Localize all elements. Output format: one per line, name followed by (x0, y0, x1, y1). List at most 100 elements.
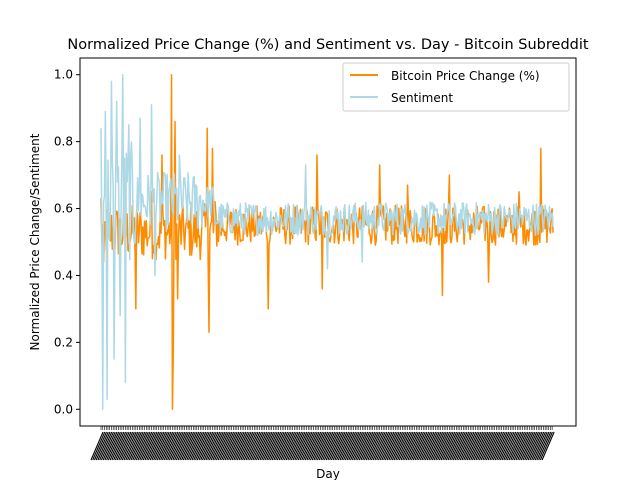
x-tick-label (315, 431, 329, 461)
x-tick-label (503, 431, 517, 461)
x-tick-label (275, 431, 289, 461)
plot-frame (79, 57, 577, 427)
x-tick-label (339, 431, 353, 461)
x-tick-label (487, 431, 501, 461)
x-tick-label (111, 431, 125, 461)
x-tick-label (154, 431, 168, 461)
x-tick-label (518, 431, 532, 461)
chart-title: Normalized Price Change (%) and Sentimen… (67, 37, 588, 53)
x-tick-label (322, 431, 336, 461)
x-tick-label (363, 431, 377, 461)
x-tick-label (398, 431, 412, 461)
x-tick-label (245, 431, 259, 461)
x-tick-label (189, 431, 203, 461)
y-axis-label: Normalized Price Change/Sentiment (28, 133, 42, 350)
x-tick-label (414, 431, 428, 461)
x-tick-label (491, 431, 505, 461)
x-tick-label (498, 431, 512, 461)
x-tick-label (341, 431, 355, 461)
x-tick-label (289, 431, 303, 461)
x-tick-label (454, 431, 468, 461)
x-tick-label (127, 431, 141, 461)
x-tick-label (200, 431, 214, 461)
x-tick-label (269, 431, 283, 461)
x-tick-label (355, 431, 369, 461)
x-tick-label (379, 431, 393, 461)
x-tick-label (370, 431, 384, 461)
x-tick-label (271, 431, 285, 461)
x-tick-label (515, 431, 529, 461)
x-tick-label (215, 431, 229, 461)
x-tick-label (257, 431, 271, 461)
x-tick-label (198, 431, 212, 461)
x-tick-label (285, 431, 299, 461)
x-tick-label (475, 431, 489, 461)
x-tick-label (393, 431, 407, 461)
x-tick-label (224, 431, 238, 461)
x-tick-label (517, 431, 531, 461)
x-tick-label (290, 431, 304, 461)
y-tick-label-4: 0.8 (54, 135, 73, 149)
x-tick-label (229, 431, 243, 461)
x-tick-label (327, 431, 341, 461)
x-tick-label (376, 431, 390, 461)
x-tick-label (532, 431, 546, 461)
x-tick-label (160, 431, 174, 461)
x-tick-label (464, 431, 478, 461)
x-tick-label (438, 431, 452, 461)
x-tick-label (485, 431, 499, 461)
x-tick-label (210, 431, 224, 461)
x-tick-label (114, 431, 128, 461)
x-tick-label (106, 431, 120, 461)
x-tick-label (351, 431, 365, 461)
x-tick-label (123, 431, 137, 461)
x-tick-label (139, 431, 153, 461)
x-tick-label (179, 431, 193, 461)
x-tick-label (449, 431, 463, 461)
x-tick-label (426, 431, 440, 461)
x-tick-label (231, 431, 245, 461)
x-tick-label (203, 431, 217, 461)
x-tick-label (334, 431, 348, 461)
x-tick-label (195, 431, 209, 461)
x-tick-label (527, 431, 541, 461)
x-tick-label (222, 431, 236, 461)
x-tick-label (182, 431, 196, 461)
x-tick-label (395, 431, 409, 461)
x-tick-label (99, 431, 113, 461)
x-tick-label (423, 431, 437, 461)
x-tick-label (128, 431, 142, 461)
x-tick-labels (90, 426, 555, 461)
x-tick-label (412, 431, 426, 461)
x-tick-label (489, 431, 503, 461)
x-tick-label (471, 431, 485, 461)
x-tick-label (226, 431, 240, 461)
x-tick-label (480, 431, 494, 461)
x-tick-label (219, 431, 233, 461)
x-tick-label (228, 431, 242, 461)
x-tick-label (468, 431, 482, 461)
x-tick-label (311, 431, 325, 461)
x-tick-label (428, 431, 442, 461)
x-tick-label (344, 431, 358, 461)
x-tick-label (529, 431, 543, 461)
x-tick-label (358, 431, 372, 461)
x-tick-label (134, 431, 148, 461)
x-tick-label (424, 431, 438, 461)
x-tick-label (536, 431, 550, 461)
x-tick-label (470, 431, 484, 461)
x-tick-label (458, 431, 472, 461)
x-tick-label (309, 431, 323, 461)
x-tick-label (283, 431, 297, 461)
x-tick-label (165, 431, 179, 461)
x-tick-label (400, 431, 414, 461)
x-tick-label (452, 431, 466, 461)
x-tick-label (463, 431, 477, 461)
x-tick-label (377, 431, 391, 461)
x-tick-label (508, 431, 522, 461)
x-tick-label (442, 431, 456, 461)
x-tick-label (144, 431, 158, 461)
x-tick-label (90, 431, 104, 461)
x-tick-label (102, 431, 116, 461)
